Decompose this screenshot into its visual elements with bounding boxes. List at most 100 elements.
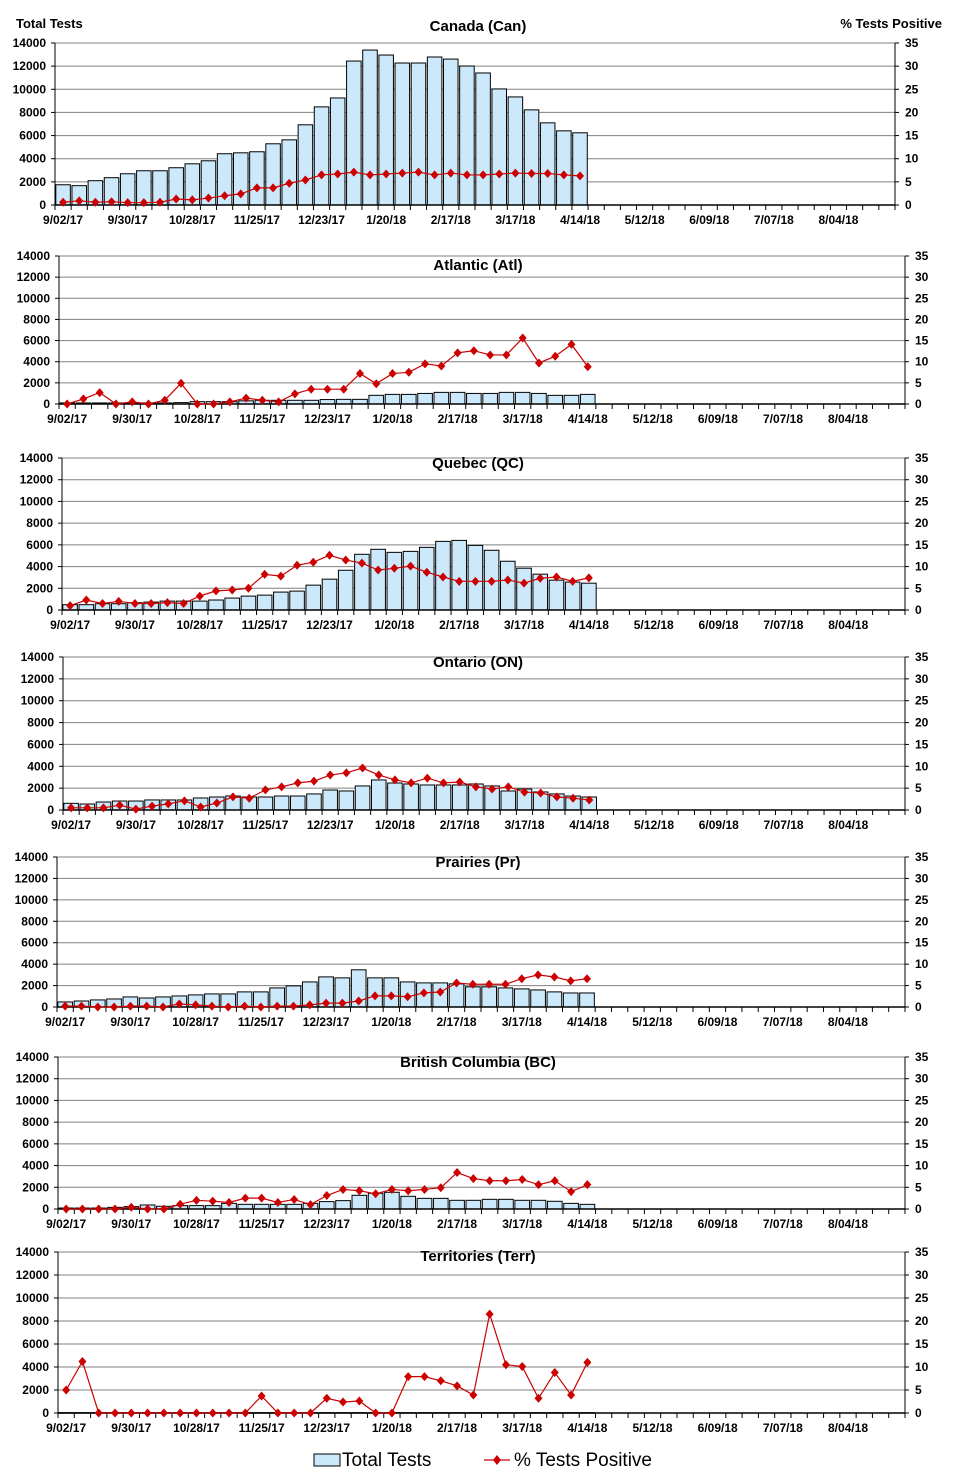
y-left-tick-label: 2000: [22, 1383, 49, 1397]
x-tick-label: 9/30/17: [111, 1421, 151, 1435]
x-tick-label: 1/20/18: [372, 412, 412, 426]
point-percent-positive: [452, 978, 461, 988]
x-tick-label: 7/07/18: [763, 618, 803, 632]
bar-total-tests: [572, 132, 588, 206]
point-percent-positive: [176, 1408, 185, 1418]
x-tick-label: 1/20/18: [366, 213, 406, 227]
point-percent-positive: [75, 196, 84, 206]
bar-total-tests: [419, 784, 436, 811]
y-left-tick-label: 10000: [16, 1291, 50, 1305]
x-tick-label: 12/23/17: [298, 213, 345, 227]
bar-total-tests: [400, 393, 417, 405]
x-tick-label: 12/23/17: [303, 1015, 350, 1029]
y-left-tick-label: 10000: [15, 893, 49, 907]
point-percent-positive: [485, 979, 494, 989]
point-percent-positive: [518, 1174, 527, 1184]
point-percent-positive: [366, 170, 374, 180]
point-percent-positive: [139, 198, 148, 208]
point-percent-positive: [293, 560, 302, 570]
bar-total-tests: [370, 548, 386, 611]
y-right-tick-label: 35: [915, 249, 929, 263]
bar-total-tests: [451, 539, 467, 611]
point-percent-positive: [414, 167, 423, 177]
y-right-tick-label: 15: [915, 334, 929, 348]
y-right-tick-label: 5: [915, 781, 922, 795]
chart-panel: 0 2000 4000 6000 8000 10000 12000 14000 0 5 10 15 20…: [21, 650, 929, 832]
bar-total-tests: [403, 783, 419, 811]
x-tick-label: 2/17/18: [437, 1015, 477, 1029]
bar-total-tests: [78, 604, 95, 611]
point-percent-positive: [180, 796, 189, 806]
bar-total-tests: [432, 1197, 449, 1210]
point-percent-positive: [164, 799, 173, 809]
point-percent-positive: [438, 572, 447, 582]
y-left-tick-label: 10000: [16, 1093, 50, 1107]
point-percent-positive: [322, 998, 331, 1008]
y-left-tick-label: 6000: [22, 1137, 49, 1151]
point-percent-positive: [83, 803, 92, 813]
bar-total-tests: [368, 394, 385, 405]
x-tick-label: 6/09/18: [699, 818, 739, 832]
point-percent-positive: [98, 598, 107, 608]
x-tick-label: 4/14/18: [567, 1015, 607, 1029]
point-percent-positive: [144, 399, 153, 409]
x-tick-label: 6/09/18: [699, 618, 739, 632]
panel-title: Prairies (Pr): [435, 854, 520, 871]
point-percent-positive: [130, 598, 139, 608]
bar-total-tests: [370, 779, 387, 811]
point-percent-positive: [241, 1408, 250, 1418]
point-percent-positive: [371, 1408, 380, 1418]
y-left-tick-label: 12000: [16, 1072, 50, 1086]
y-right-tick-label: 5: [915, 1383, 922, 1397]
y-left-tick-label: 10000: [20, 494, 54, 508]
point-percent-positive: [229, 792, 238, 802]
point-percent-positive: [534, 1180, 543, 1190]
point-percent-positive: [406, 561, 415, 571]
point-percent-positive: [188, 195, 197, 205]
point-percent-positive: [355, 1186, 364, 1196]
bar-total-tests: [435, 784, 452, 811]
y-right-tick-label: 15: [915, 538, 929, 552]
point-percent-positive: [212, 798, 221, 808]
x-tick-label: 10/28/17: [177, 818, 224, 832]
x-tick-label: 12/23/17: [306, 618, 353, 632]
y-left-tick-label: 8000: [27, 716, 54, 730]
point-percent-positive: [404, 1372, 413, 1382]
bar-total-tests: [465, 986, 481, 1008]
y-right-tick-label: 5: [915, 581, 922, 595]
point-percent-positive: [195, 591, 204, 601]
bar-total-tests: [313, 106, 330, 206]
point-percent-positive: [77, 1001, 86, 1011]
point-percent-positive: [110, 1002, 119, 1012]
point-percent-positive: [419, 988, 428, 998]
bar-total-tests: [530, 1199, 547, 1210]
x-tick-label: 2/17/18: [437, 1217, 477, 1231]
point-percent-positive: [517, 974, 526, 984]
point-percent-positive: [192, 1408, 201, 1418]
point-percent-positive: [534, 358, 543, 368]
point-percent-positive: [193, 399, 202, 409]
y-left-tick-label: 4000: [22, 1159, 49, 1173]
point-percent-positive: [534, 1393, 543, 1403]
right-axis-title: % Tests Positive: [840, 16, 942, 31]
bar-total-tests: [208, 599, 224, 611]
point-percent-positive: [390, 775, 399, 785]
point-percent-positive: [290, 389, 299, 399]
x-tick-label: 5/12/18: [625, 213, 665, 227]
y-left-tick-label: 4000: [27, 759, 54, 773]
point-percent-positive: [487, 576, 496, 586]
point-percent-positive: [322, 1393, 331, 1403]
y-right-tick-label: 20: [915, 312, 929, 326]
point-percent-positive: [371, 1189, 380, 1199]
point-percent-positive: [536, 573, 545, 583]
left-axis-title: Total Tests: [16, 16, 83, 31]
point-percent-positive: [453, 1381, 462, 1391]
x-tick-label: 11/25/17: [242, 618, 288, 632]
bar-total-tests: [459, 65, 475, 206]
x-tick-label: 5/12/18: [632, 1015, 672, 1029]
bar-total-tests: [249, 151, 265, 206]
point-percent-positive: [127, 1202, 136, 1212]
point-percent-positive: [59, 197, 68, 207]
point-percent-positive: [276, 571, 285, 581]
point-percent-positive: [446, 168, 455, 178]
